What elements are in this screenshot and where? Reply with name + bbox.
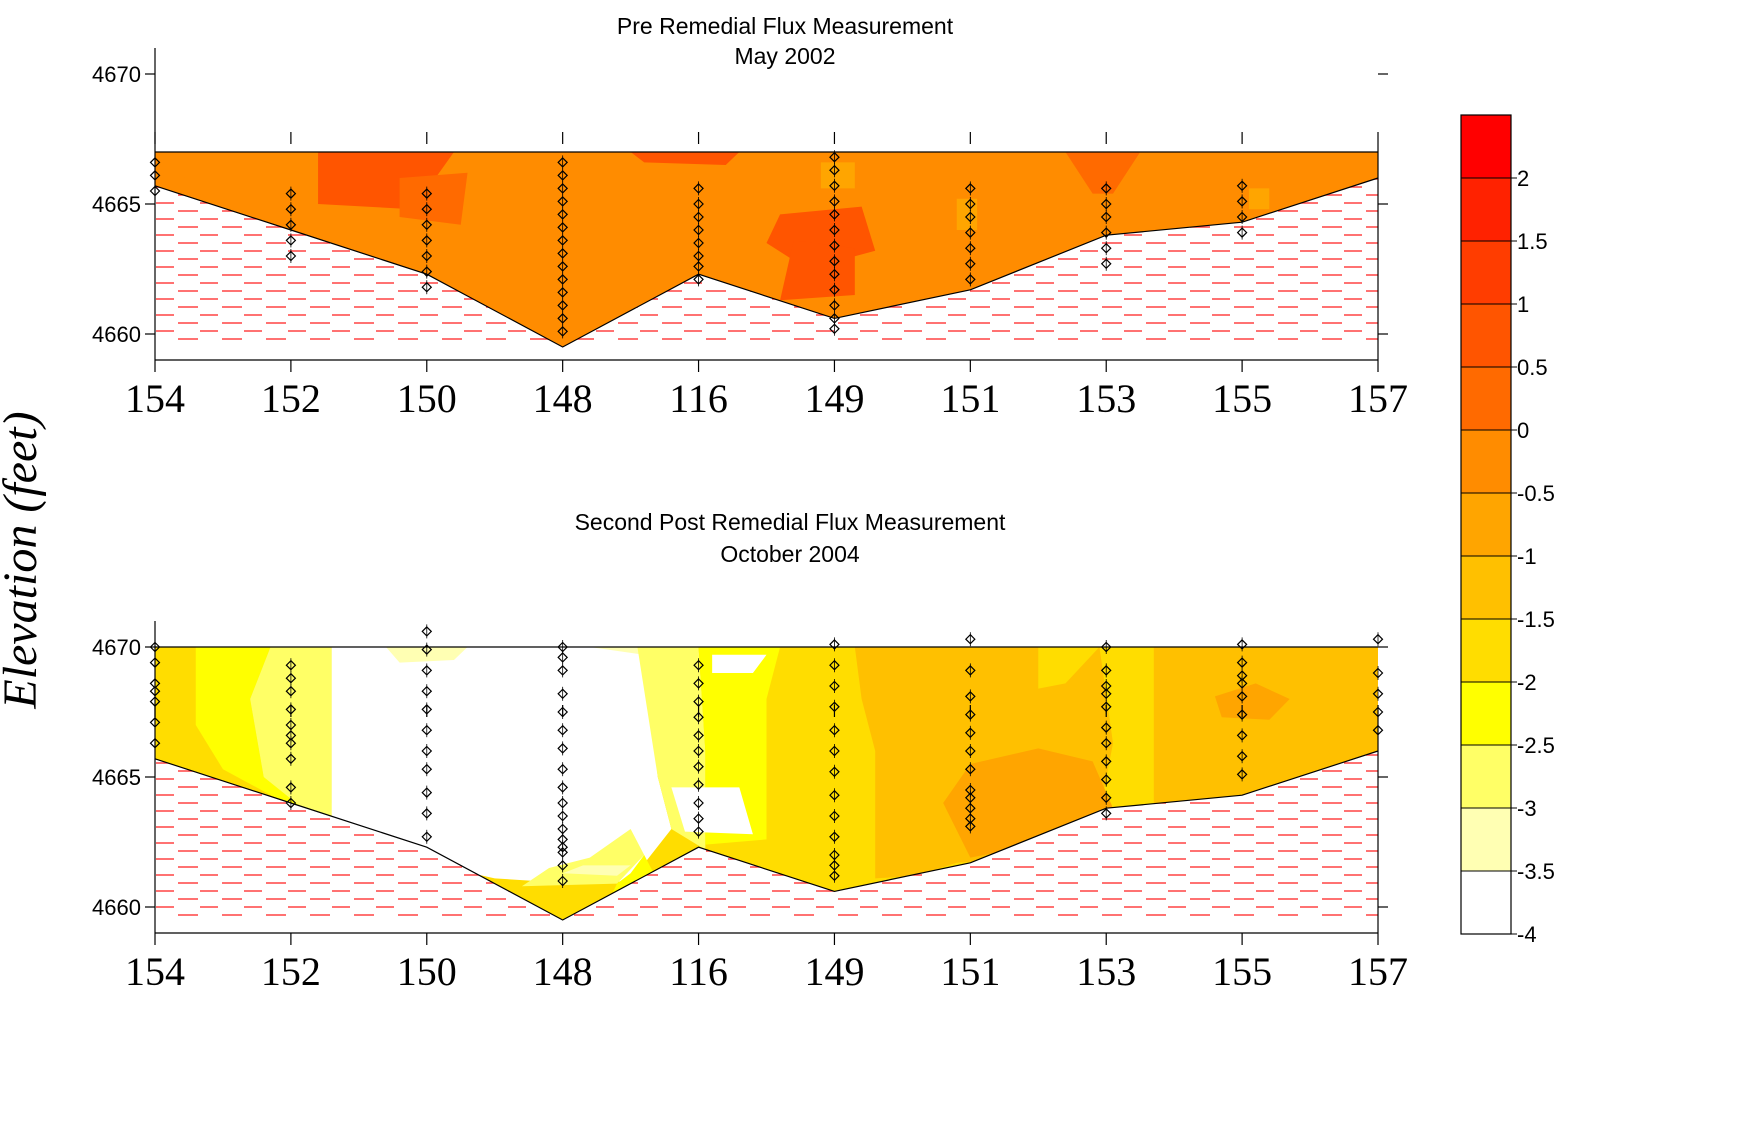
y-axis-label: Elevation (feet)	[0, 411, 47, 709]
ground-profile-line	[154, 750, 1379, 921]
x-tick-label: 155	[1212, 949, 1272, 994]
panel-title: Second Post Remedial Flux Measurement	[575, 509, 1006, 535]
colorbar-tick-label: -4	[1517, 922, 1537, 947]
ground-profile-line	[154, 177, 1379, 348]
contour-zone	[671, 787, 753, 835]
x-tick-label: 116	[669, 949, 728, 994]
x-tick-label: 153	[1076, 949, 1136, 994]
x-tick-label: 149	[804, 376, 864, 421]
colorbar-tick-label: -2	[1517, 670, 1537, 695]
x-tick-label: 154	[125, 376, 185, 421]
contour-zone	[562, 865, 631, 876]
contour-zone	[712, 654, 767, 673]
colorbar-swatch	[1460, 366, 1512, 431]
colorbar-swatch	[1460, 681, 1512, 746]
y-tick-label: 4660	[92, 322, 141, 347]
colorbar-swatch	[1460, 114, 1512, 179]
colorbar-tick-label: 2	[1517, 166, 1529, 191]
colorbar-legend: 2 1.5 1 0.5 0 -0.5 -1 -1.5 -2 -2.5 -3 -3.5 -4	[1460, 114, 1555, 947]
colorbar-tick-label: -2.5	[1517, 733, 1555, 758]
y-tick-label: 4665	[92, 192, 141, 217]
contour-zone	[155, 647, 196, 751]
subsurface-hatch	[155, 751, 1378, 920]
x-tick-label: 150	[397, 949, 457, 994]
colorbar-frame	[1460, 114, 1512, 935]
colorbar-tick-label: -1	[1517, 544, 1537, 569]
colorbar-tick-label: -3	[1517, 796, 1537, 821]
panel-pre-remedial: Pre Remedial Flux Measurement May 2002 4…	[92, 13, 1408, 421]
colorbar-tick-label: -0.5	[1517, 481, 1555, 506]
colorbar-tick-label: -3.5	[1517, 859, 1555, 884]
contour-zone	[915, 152, 1202, 301]
x-tick-label: 150	[397, 376, 457, 421]
colorbar-tick-label: 0.5	[1517, 355, 1548, 380]
contour-zone	[399, 172, 468, 225]
panel-title: Pre Remedial Flux Measurement	[617, 13, 954, 39]
x-tick-label: 151	[940, 376, 1000, 421]
panel-second-post-remedial: Second Post Remedial Flux Measurement Oc…	[92, 509, 1408, 994]
contour-zone	[331, 647, 672, 884]
x-tick-label: 116	[669, 376, 728, 421]
x-tick-label: 157	[1348, 949, 1408, 994]
contour-zone	[155, 152, 210, 184]
contour-zone	[1065, 152, 1141, 194]
panel-subtitle: October 2004	[720, 541, 860, 567]
contour-zone	[1248, 188, 1270, 210]
colorbar-tick-label: 1.5	[1517, 229, 1548, 254]
colorbar-tick-label: 0	[1517, 418, 1529, 443]
colorbar-swatch	[1460, 744, 1512, 809]
colorbar-swatch	[1460, 492, 1512, 557]
colorbar-swatch	[1460, 555, 1512, 620]
colorbar-swatch	[1460, 870, 1512, 935]
y-tick-label: 4660	[92, 895, 141, 920]
contour-zone	[780, 240, 855, 301]
x-tick-label: 153	[1076, 376, 1136, 421]
x-tick-label: 148	[533, 949, 593, 994]
contour-zone	[820, 162, 855, 189]
colorbar-swatch	[1460, 429, 1512, 494]
x-tick-label: 152	[261, 376, 321, 421]
x-tick-label: 157	[1348, 376, 1408, 421]
colorbar-swatch	[1460, 303, 1512, 368]
colorbar-swatch	[1460, 177, 1512, 242]
contour-zone	[195, 647, 373, 829]
contour-zone	[630, 152, 740, 165]
colorbar-swatch	[1460, 240, 1512, 305]
colorbar-swatch	[1460, 618, 1512, 683]
colorbar-tick-label: 1	[1517, 292, 1529, 317]
colorbar-tick-label: -1.5	[1517, 607, 1555, 632]
x-tick-label: 154	[125, 949, 185, 994]
x-tick-label: 151	[940, 949, 1000, 994]
contour-zone	[1099, 647, 1154, 814]
colorbar-swatch	[1460, 807, 1512, 872]
contour-zone	[1214, 683, 1290, 720]
y-tick-label: 4665	[92, 765, 141, 790]
x-tick-label: 152	[261, 949, 321, 994]
y-tick-label: 4670	[92, 635, 141, 660]
panel-subtitle: May 2002	[734, 43, 835, 69]
x-tick-label: 149	[804, 949, 864, 994]
x-tick-label: 148	[533, 376, 593, 421]
subsurface-hatch	[155, 178, 1378, 347]
x-tick-label: 155	[1212, 376, 1272, 421]
contour-zone	[1038, 647, 1100, 689]
y-tick-label: 4670	[92, 62, 141, 87]
